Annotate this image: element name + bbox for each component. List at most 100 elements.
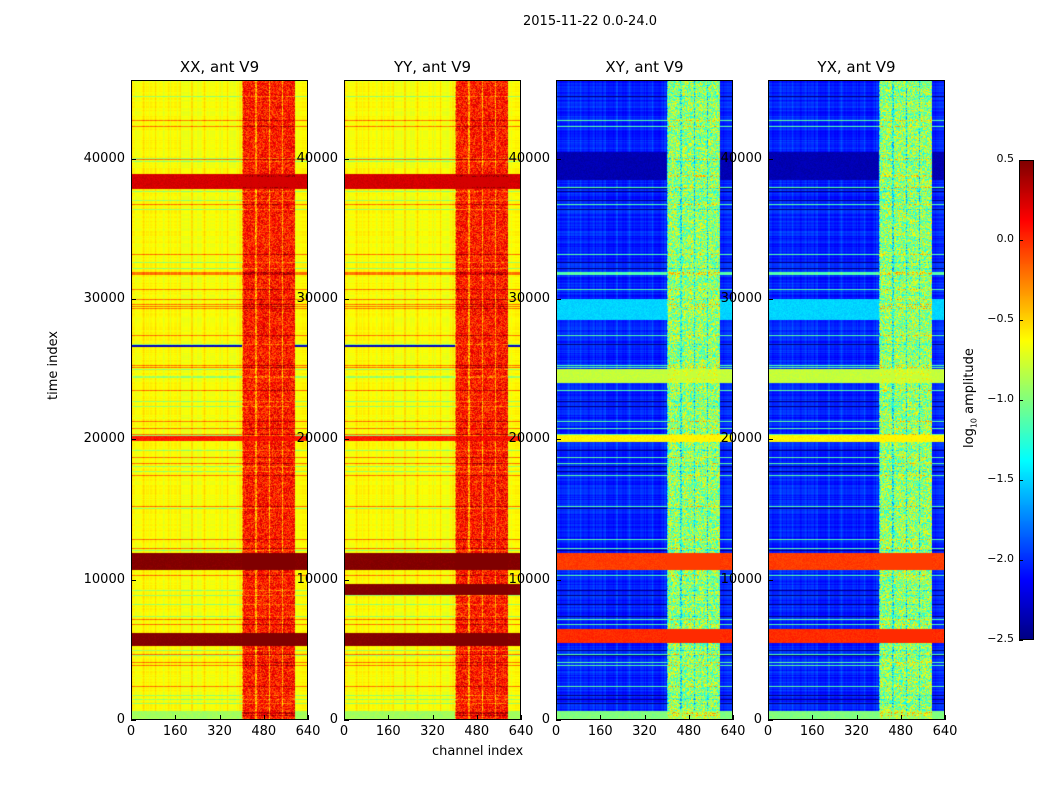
- heatmap-yy: [344, 80, 521, 720]
- panel-title: XX, ant V9: [179, 58, 260, 76]
- y-tick: [131, 298, 136, 300]
- x-tick: [644, 715, 646, 720]
- x-tick: [219, 715, 221, 720]
- x-tick: [175, 715, 177, 720]
- panel-title: YX, ant V9: [817, 58, 896, 76]
- x-tick-label: 160: [799, 724, 825, 739]
- colorbar-tick: [1019, 320, 1023, 321]
- colorbar-tick: [1019, 640, 1023, 641]
- x-tick-label: 320: [207, 724, 232, 739]
- y-tick-label: 30000: [720, 290, 762, 306]
- x-tick-label: 480: [888, 724, 914, 739]
- y-tick-label: 40000: [720, 150, 762, 166]
- x-tick-label: 0: [339, 724, 349, 739]
- y-tick-label: 20000: [83, 431, 125, 447]
- x-tick-label: 0: [763, 724, 773, 739]
- y-tick-label: 20000: [720, 431, 762, 447]
- x-tick: [521, 715, 522, 720]
- y-tick-label: 10000: [83, 571, 125, 587]
- x-tick: [432, 715, 434, 720]
- y-tick: [131, 158, 136, 160]
- y-tick-label: 10000: [296, 571, 338, 587]
- x-axis-label: channel index: [432, 744, 524, 759]
- y-tick: [344, 158, 349, 160]
- y-tick: [556, 579, 561, 581]
- x-tick: [688, 715, 690, 720]
- x-tick-label: 480: [676, 724, 702, 739]
- heatmap-yx: [768, 80, 945, 720]
- y-tick: [768, 158, 773, 160]
- x-tick-label: 640: [508, 724, 534, 739]
- x-tick: [388, 715, 390, 720]
- y-tick-label: 0: [329, 712, 338, 727]
- heatmap-xy: [556, 80, 733, 720]
- heatmap-xx: [131, 80, 308, 720]
- y-tick-label: 0: [753, 712, 762, 727]
- x-tick-label: 640: [932, 724, 958, 739]
- y-tick-label: 40000: [296, 150, 338, 166]
- panel-title: XY, ant V9: [605, 58, 684, 76]
- y-axis-label: time index: [46, 330, 61, 400]
- y-tick-label: 20000: [508, 431, 550, 447]
- y-tick: [768, 579, 773, 581]
- x-tick: [900, 715, 902, 720]
- colorbar-tick-label: 0.5: [996, 152, 1015, 165]
- x-tick: [733, 715, 734, 720]
- y-tick: [131, 439, 136, 441]
- y-tick: [556, 439, 561, 441]
- y-tick: [556, 720, 561, 721]
- x-tick-label: 160: [162, 724, 188, 739]
- x-tick-label: 640: [295, 724, 321, 739]
- y-tick: [556, 158, 561, 160]
- x-tick: [556, 715, 557, 720]
- x-tick: [812, 715, 814, 720]
- figure-title: 2015-11-22 0.0-24.0: [523, 14, 657, 29]
- x-tick-label: 480: [251, 724, 277, 739]
- panel-title: YY, ant V9: [393, 58, 471, 76]
- x-tick-label: 320: [420, 724, 445, 739]
- colorbar-tick: [1019, 480, 1023, 481]
- x-tick: [856, 715, 858, 720]
- y-tick-label: 30000: [83, 290, 125, 306]
- colorbar-tick-label: −0.5: [987, 312, 1014, 325]
- y-tick-label: 30000: [296, 290, 338, 306]
- colorbar-tick-label: −1.5: [987, 472, 1014, 485]
- x-tick: [476, 715, 478, 720]
- y-tick: [768, 720, 773, 721]
- x-tick: [131, 715, 132, 720]
- y-tick: [131, 720, 136, 721]
- x-tick: [945, 715, 946, 720]
- y-tick-label: 10000: [720, 571, 762, 587]
- colorbar-tick: [1019, 240, 1023, 241]
- x-tick-label: 480: [464, 724, 490, 739]
- colorbar-tick: [1019, 400, 1023, 401]
- y-tick-label: 0: [116, 712, 125, 727]
- y-tick: [344, 720, 349, 721]
- colorbar-gradient: [1019, 160, 1034, 640]
- y-tick-label: 10000: [508, 571, 550, 587]
- x-tick-label: 160: [587, 724, 613, 739]
- panel-xx: XX, ant V9: [131, 58, 308, 720]
- y-tick: [344, 298, 349, 300]
- colorbar-tick-label: −2.5: [987, 632, 1014, 645]
- colorbar-tick: [1019, 160, 1023, 161]
- y-tick: [768, 439, 773, 441]
- colorbar-tick-label: −1.0: [987, 392, 1014, 405]
- x-tick: [263, 715, 265, 720]
- panel-yy: YY, ant V9: [344, 58, 521, 720]
- y-tick-label: 40000: [83, 150, 125, 166]
- y-tick: [556, 298, 561, 300]
- x-tick-label: 320: [844, 724, 869, 739]
- y-tick-label: 20000: [296, 431, 338, 447]
- x-tick: [600, 715, 602, 720]
- x-tick-label: 160: [375, 724, 401, 739]
- panel-xy: XY, ant V9: [556, 58, 733, 720]
- y-tick-label: 40000: [508, 150, 550, 166]
- y-tick: [344, 579, 349, 581]
- x-tick-label: 320: [632, 724, 657, 739]
- y-tick: [344, 439, 349, 441]
- y-tick: [768, 298, 773, 300]
- panel-yx: YX, ant V9: [768, 58, 945, 720]
- x-tick-label: 0: [551, 724, 561, 739]
